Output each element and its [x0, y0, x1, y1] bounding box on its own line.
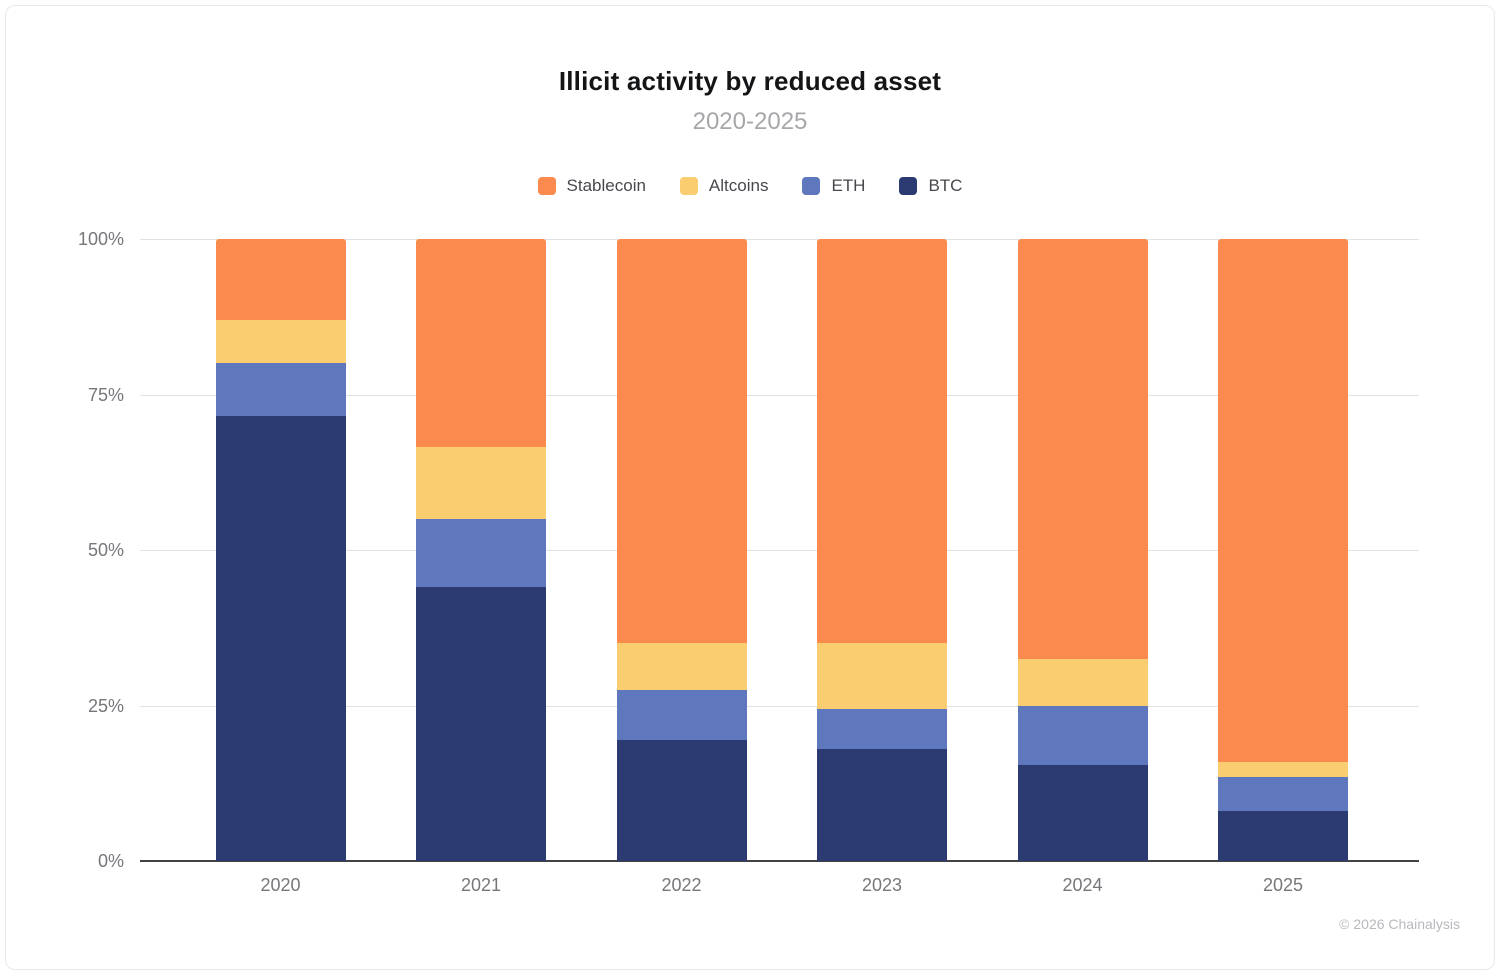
bar-segment-2023-btc[interactable]: [817, 749, 947, 861]
plot-area: 0% 25% 50% 75% 100% 2020 2021 2022 2023 2024 2025: [78, 229, 1419, 895]
bar-segment-2025-eth[interactable]: [1218, 777, 1348, 812]
bar-segment-2020-altcoins[interactable]: [215, 319, 346, 364]
bar-segment-2021-altcoins[interactable]: [416, 447, 546, 519]
bar-segment-2024-stablecoin[interactable]: [1017, 239, 1148, 659]
bar-segment-2021-eth[interactable]: [416, 518, 546, 588]
legend-label-eth: ETH: [831, 176, 866, 195]
legend-label-altcoins: Altcoins: [708, 176, 769, 195]
legend-label-btc: BTC: [928, 176, 963, 195]
bar-2025: [1218, 239, 1348, 861]
bar-2023: [817, 239, 947, 861]
copyright-credit: © 2026 Chainalysis: [1339, 916, 1460, 932]
bar-segment-2024-btc[interactable]: [1017, 764, 1148, 861]
bar-segment-2023-stablecoin[interactable]: [817, 239, 947, 644]
bar-segment-2020-btc[interactable]: [215, 416, 346, 861]
legend-swatch-eth: [802, 177, 821, 195]
bar-segment-2022-altcoins[interactable]: [616, 643, 747, 690]
bar-segment-2022-stablecoin[interactable]: [616, 239, 747, 644]
y-tick-100: 100%: [77, 229, 124, 249]
bar-segment-2021-btc[interactable]: [416, 587, 546, 861]
legend-item-stablecoin[interactable]: Stablecoin: [537, 176, 646, 196]
legend-swatch-stablecoin: [537, 177, 556, 195]
bar-segment-2021-stablecoin[interactable]: [416, 239, 546, 448]
legend-item-altcoins[interactable]: Altcoins: [679, 176, 769, 196]
legend-item-eth[interactable]: ETH: [802, 176, 865, 196]
bar-segment-2025-btc[interactable]: [1218, 811, 1348, 861]
y-tick-50: 50%: [87, 540, 124, 560]
legend-label-stablecoin: Stablecoin: [566, 176, 646, 195]
bar-segment-2020-stablecoin[interactable]: [215, 239, 346, 320]
x-axis-line: [140, 860, 1419, 862]
bar-2020: [215, 239, 346, 861]
bar-2024: [1017, 239, 1148, 861]
y-tick-25: 25%: [87, 695, 124, 716]
chart-subtitle: 2020-2025: [692, 108, 808, 135]
bar-segment-2024-eth[interactable]: [1017, 705, 1148, 765]
gridline-25: [140, 705, 1419, 707]
bar-segment-2022-btc[interactable]: [616, 739, 747, 861]
x-tick-2023: 2023: [861, 875, 903, 895]
y-tick-75: 75%: [87, 384, 124, 405]
bar-segment-2022-eth[interactable]: [616, 689, 747, 740]
bar-segment-2025-altcoins[interactable]: [1218, 761, 1348, 778]
bar-segment-2024-altcoins[interactable]: [1017, 658, 1148, 706]
gridline-50: [140, 550, 1419, 551]
y-tick-0: 0%: [97, 851, 124, 871]
bar-segment-2025-stablecoin[interactable]: [1218, 239, 1348, 762]
x-tick-2024: 2024: [1062, 875, 1103, 895]
bar-2021: [416, 239, 546, 861]
gridline-100: [140, 239, 1419, 240]
bar-segment-2023-eth[interactable]: [817, 708, 947, 750]
legend-item-btc[interactable]: BTC: [899, 176, 962, 196]
bar-segment-2020-eth[interactable]: [215, 363, 346, 417]
legend: Stablecoin Altcoins ETH BTC: [0, 176, 1500, 196]
x-tick-2020: 2020: [260, 875, 301, 895]
bar-2022: [616, 239, 747, 861]
legend-swatch-altcoins: [679, 177, 698, 195]
bar-segment-2023-altcoins[interactable]: [817, 643, 947, 709]
chart-title: Illicit activity by reduced asset: [558, 66, 942, 96]
legend-swatch-btc: [899, 177, 918, 195]
gridline-75: [140, 394, 1419, 396]
x-tick-2021: 2021: [460, 875, 502, 895]
x-tick-2022: 2022: [661, 875, 702, 895]
x-tick-2025: 2025: [1262, 875, 1304, 895]
